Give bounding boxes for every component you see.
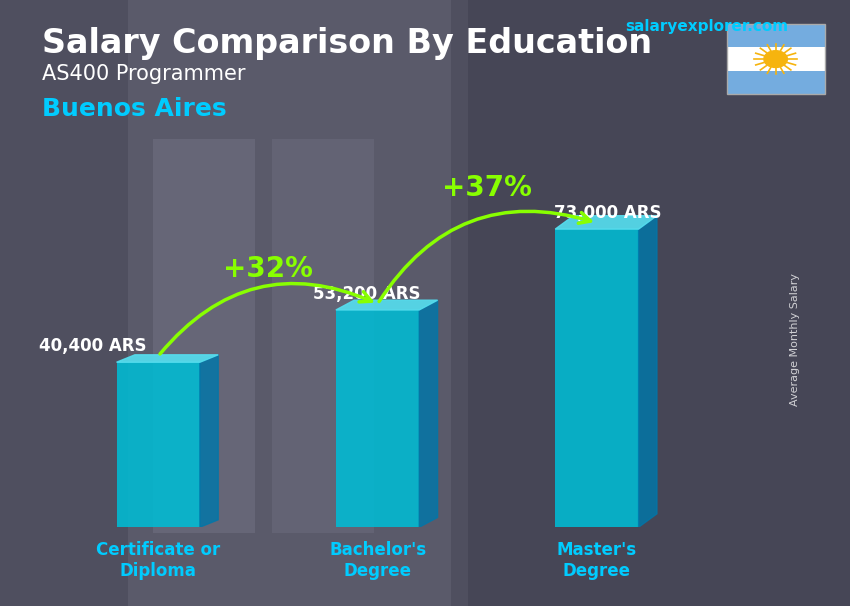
- Text: +37%: +37%: [442, 175, 532, 202]
- Bar: [727, 47, 824, 71]
- Text: Average Monthly Salary: Average Monthly Salary: [790, 273, 800, 406]
- Text: Salary Comparison By Education: Salary Comparison By Education: [42, 27, 653, 60]
- Text: Buenos Aires: Buenos Aires: [42, 97, 227, 121]
- Polygon shape: [200, 355, 218, 527]
- Text: salaryexplorer.com: salaryexplorer.com: [625, 19, 788, 35]
- FancyBboxPatch shape: [555, 229, 638, 527]
- FancyBboxPatch shape: [116, 362, 200, 527]
- Circle shape: [764, 51, 787, 67]
- Polygon shape: [555, 216, 657, 229]
- Text: 40,400 ARS: 40,400 ARS: [38, 337, 146, 355]
- Text: 73,000 ARS: 73,000 ARS: [554, 204, 661, 222]
- Bar: [727, 24, 824, 47]
- Bar: [128, 0, 450, 606]
- Polygon shape: [419, 300, 438, 527]
- Polygon shape: [638, 216, 657, 527]
- Text: AS400 Programmer: AS400 Programmer: [42, 64, 246, 84]
- Polygon shape: [116, 355, 218, 362]
- Text: +32%: +32%: [223, 255, 313, 283]
- Bar: [727, 71, 824, 94]
- Bar: [468, 0, 850, 606]
- Polygon shape: [336, 300, 438, 310]
- Bar: [153, 139, 255, 533]
- Text: 53,200 ARS: 53,200 ARS: [313, 285, 421, 302]
- FancyBboxPatch shape: [336, 310, 419, 527]
- Bar: [272, 139, 374, 533]
